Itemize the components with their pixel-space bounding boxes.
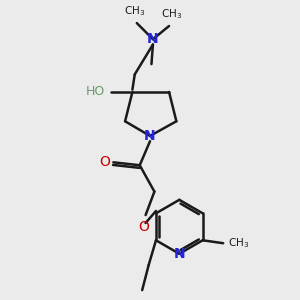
Text: O: O [138, 220, 149, 234]
Text: CH$_3$: CH$_3$ [124, 4, 145, 18]
Text: CH$_3$: CH$_3$ [228, 236, 249, 250]
Text: CH$_3$: CH$_3$ [161, 7, 182, 21]
Text: O: O [99, 155, 110, 169]
Text: N: N [173, 247, 185, 261]
Text: N: N [144, 129, 156, 143]
Text: HO: HO [85, 85, 105, 98]
Text: N: N [147, 32, 159, 46]
